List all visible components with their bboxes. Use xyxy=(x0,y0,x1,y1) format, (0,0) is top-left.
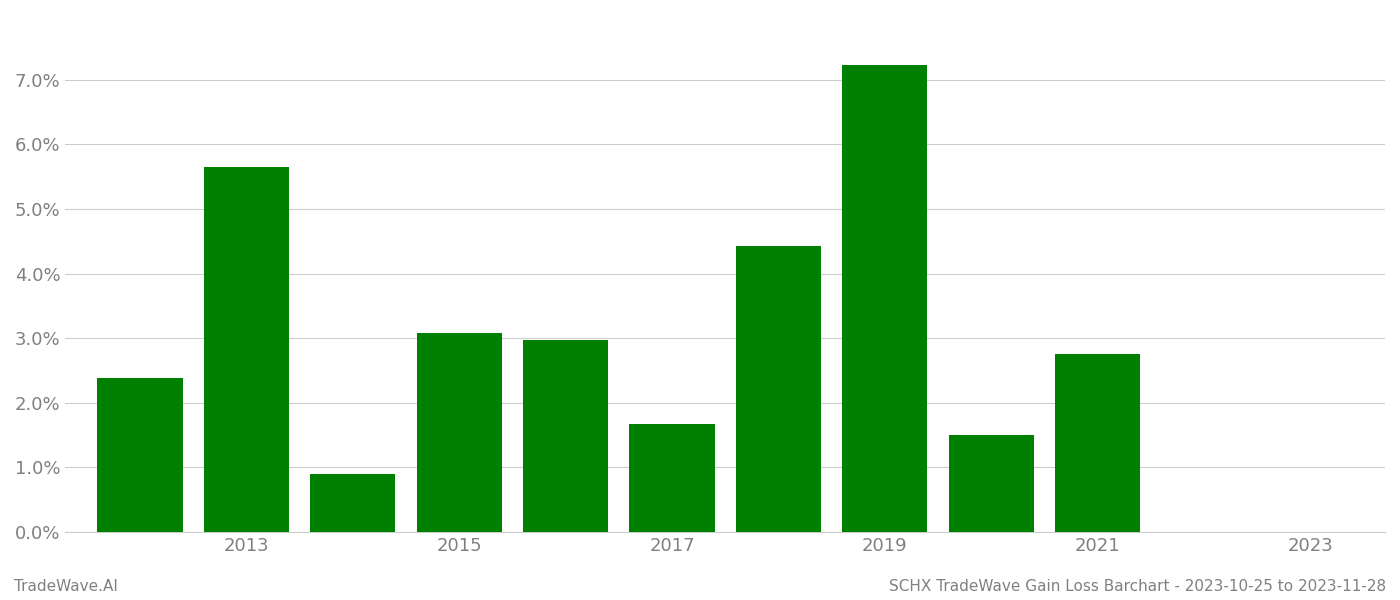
Bar xyxy=(736,247,820,532)
Bar xyxy=(98,378,182,532)
Bar xyxy=(417,333,501,532)
Bar xyxy=(1056,355,1140,532)
Bar xyxy=(204,167,288,532)
Bar xyxy=(311,474,395,532)
Bar xyxy=(524,340,608,532)
Text: TradeWave.AI: TradeWave.AI xyxy=(14,579,118,594)
Text: SCHX TradeWave Gain Loss Barchart - 2023-10-25 to 2023-11-28: SCHX TradeWave Gain Loss Barchart - 2023… xyxy=(889,579,1386,594)
Bar xyxy=(949,435,1033,532)
Bar xyxy=(630,424,714,532)
Bar xyxy=(843,65,927,532)
